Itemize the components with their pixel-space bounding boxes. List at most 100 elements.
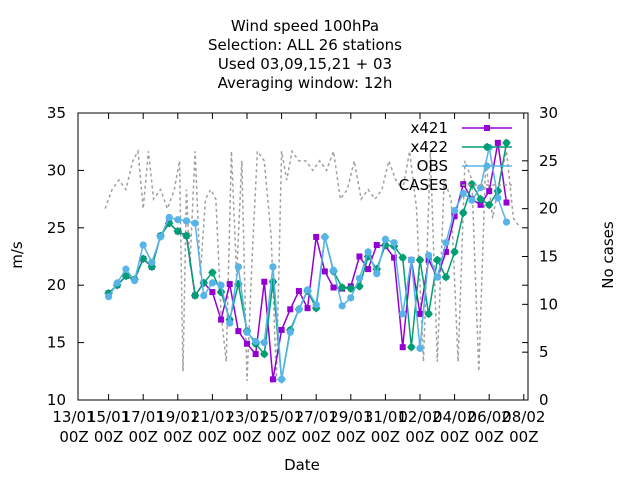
- data-point: [139, 241, 147, 249]
- data-point: [182, 217, 191, 225]
- data-point: [407, 343, 416, 352]
- data-point: [209, 289, 216, 296]
- series-obs: [105, 143, 511, 383]
- data-point: [365, 266, 372, 273]
- data-point: [244, 340, 250, 347]
- data-point: [338, 302, 346, 310]
- x-tick-label: 00Z: [475, 428, 504, 446]
- data-point: [191, 219, 199, 227]
- data-point: [503, 199, 510, 206]
- data-point: [243, 328, 251, 336]
- title-line: Selection: ALL 26 stations: [208, 36, 402, 54]
- data-point: [356, 253, 363, 260]
- data-point: [278, 326, 285, 333]
- x-tick-label: 00Z: [405, 428, 434, 446]
- data-point: [130, 277, 139, 285]
- x-tick-label: 25/01: [260, 408, 303, 426]
- x-tick-label: 00Z: [59, 428, 88, 446]
- legend-label: OBS: [417, 157, 448, 175]
- data-point: [391, 254, 398, 261]
- data-point: [313, 233, 320, 240]
- data-point: [182, 231, 191, 240]
- data-point: [417, 310, 423, 317]
- title-line: Averaging window: 12h: [218, 74, 393, 92]
- title-line: Wind speed 100hPa: [231, 17, 379, 35]
- x-tick-label: 04/02: [433, 408, 476, 426]
- data-point: [459, 189, 467, 197]
- y2-tick-label: 15: [539, 248, 558, 266]
- x-tick-label: 00Z: [94, 428, 123, 446]
- data-point: [399, 310, 407, 318]
- data-point: [218, 316, 225, 323]
- x-tick-label: 21/01: [191, 408, 234, 426]
- y-tick-label: 35: [47, 104, 66, 122]
- data-point: [200, 291, 208, 300]
- y2-tick-label: 30: [539, 104, 558, 122]
- data-point: [390, 239, 398, 247]
- x-tick-label: 08/02: [502, 408, 545, 426]
- data-point: [122, 265, 130, 273]
- data-point: [477, 201, 484, 208]
- x-tick-label: 15/01: [87, 408, 130, 426]
- data-point: [364, 248, 372, 256]
- series-layer: [104, 138, 521, 384]
- data-point: [312, 301, 320, 309]
- data-point: [303, 286, 312, 294]
- data-point: [373, 270, 381, 278]
- data-point: [407, 256, 415, 264]
- data-point: [269, 263, 277, 271]
- data-point: [235, 328, 242, 335]
- data-point: [295, 305, 303, 313]
- data-point: [467, 180, 476, 189]
- x-tick-label: 00Z: [371, 428, 400, 446]
- data-point: [460, 181, 467, 188]
- data-point: [252, 337, 260, 346]
- data-point: [287, 306, 294, 313]
- x-tick-label: 06/02: [468, 408, 511, 426]
- data-point: [304, 305, 311, 312]
- x-tick-label: 00Z: [509, 428, 538, 446]
- data-point: [226, 319, 234, 327]
- data-point: [483, 143, 491, 151]
- y-axis-label: m/s: [8, 241, 26, 269]
- data-point: [260, 339, 268, 347]
- legend-label: CASES: [399, 176, 448, 194]
- x-tick-label: 00Z: [163, 428, 192, 446]
- data-point: [483, 162, 491, 170]
- y-tick-label: 15: [47, 334, 66, 352]
- data-point: [381, 235, 389, 243]
- data-point: [433, 273, 441, 281]
- data-point: [433, 255, 442, 264]
- y-tick-label: 10: [47, 391, 66, 409]
- x-tick-label: 02/02: [398, 408, 441, 426]
- data-point: [484, 125, 490, 131]
- data-point: [252, 351, 259, 358]
- data-point: [148, 258, 156, 266]
- y2-tick-label: 10: [539, 295, 558, 313]
- data-point: [278, 375, 286, 383]
- data-point: [486, 188, 493, 195]
- y2-axis: 0 5 10 15 20 25 30: [522, 104, 558, 409]
- data-point: [121, 272, 130, 281]
- data-point: [451, 206, 459, 215]
- data-point: [476, 195, 485, 204]
- x-tick-label: 13/01: [52, 408, 95, 426]
- data-point: [468, 196, 476, 204]
- data-point: [416, 344, 424, 352]
- x-axis-label: Date: [284, 456, 320, 474]
- data-point: [330, 284, 337, 291]
- data-point: [156, 233, 165, 241]
- data-point: [485, 200, 494, 209]
- data-point: [451, 213, 458, 220]
- data-point: [502, 218, 511, 226]
- y2-tick-label: 25: [539, 152, 558, 170]
- x-tick-label: 00Z: [302, 428, 331, 446]
- x-tick-label: 27/01: [295, 408, 338, 426]
- data-point: [425, 251, 433, 259]
- data-point: [346, 284, 355, 293]
- data-point: [173, 227, 182, 236]
- legend-label: x421: [410, 119, 448, 137]
- x-tick-label: 23/01: [225, 408, 268, 426]
- data-point: [347, 294, 355, 302]
